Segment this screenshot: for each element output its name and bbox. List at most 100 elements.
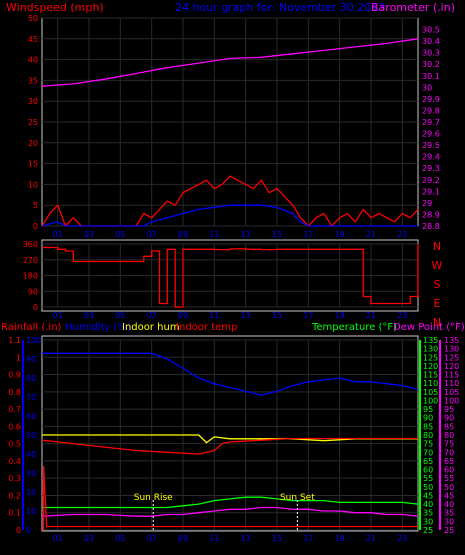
x-tick-label: 05 bbox=[115, 230, 125, 239]
x-tick-label: 19 bbox=[335, 534, 345, 543]
direction-tick-label: 360 bbox=[23, 240, 38, 249]
x-tick-label: 23 bbox=[397, 230, 407, 239]
indoor-hum-line bbox=[42, 434, 418, 444]
barometer-axis-title: Barometer (.in) bbox=[371, 1, 455, 14]
barometer-line bbox=[41, 38, 419, 87]
rain-tick-label: 0.7 bbox=[8, 405, 21, 414]
x-tick-label: 23 bbox=[397, 534, 407, 543]
x-tick-label: 15 bbox=[272, 230, 282, 239]
barometer-tick-label: 29.1 bbox=[422, 187, 440, 196]
dewpoint-tick-label: 75 bbox=[444, 440, 454, 449]
x-tick-label: 19 bbox=[335, 311, 345, 320]
dewpoint-tick-label: 50 bbox=[444, 483, 454, 492]
humidity-tick-label: 70 bbox=[26, 393, 36, 402]
dewpoint-tick-label: 60 bbox=[444, 466, 454, 475]
x-tick-label: 09 bbox=[178, 534, 188, 543]
x-tick-label: 23 bbox=[397, 311, 407, 320]
rain-tick-label: 0.8 bbox=[8, 388, 21, 397]
x-tick-label: 15 bbox=[272, 534, 282, 543]
windspeed-axis-title: Windspeed (mph) bbox=[6, 1, 104, 14]
dewpoint-tick-label: 105 bbox=[444, 388, 459, 397]
rain-tick-label: 0.5 bbox=[8, 440, 21, 449]
windspeed-tick-label: 5 bbox=[33, 201, 38, 210]
temperature-tick-label: 55 bbox=[423, 474, 433, 483]
wind-direction-line bbox=[42, 244, 419, 308]
x-tick-label: 03 bbox=[84, 534, 94, 543]
barometer-tick-label: 30.5 bbox=[422, 26, 440, 35]
x-tick-label: 11 bbox=[209, 311, 219, 320]
barometer-tick-label: 30.2 bbox=[422, 60, 440, 69]
dewpoint-tick-label: 40 bbox=[444, 500, 454, 509]
x-tick-label: 21 bbox=[366, 230, 376, 239]
rain-tick-label: 0.2 bbox=[8, 491, 21, 500]
direction-tick-label: 90 bbox=[28, 287, 38, 296]
temperature-tick-label: 65 bbox=[423, 457, 433, 466]
dewpoint-line bbox=[41, 506, 419, 517]
x-tick-label: 07 bbox=[147, 311, 157, 320]
temperature-tick-label: 45 bbox=[423, 491, 433, 500]
dewpoint-tick-label: 100 bbox=[444, 396, 459, 405]
temperature-tick-label: 105 bbox=[423, 388, 438, 397]
chart-title: 24 hour graph for: November 30 2013 bbox=[175, 1, 385, 14]
direction-tick-label: 180 bbox=[23, 272, 38, 281]
temperature-tick-label: 60 bbox=[423, 466, 433, 475]
rain-tick-label: 1.1 bbox=[8, 336, 21, 345]
barometer-tick-label: 29.2 bbox=[422, 176, 440, 185]
barometer-tick-label: 28.9 bbox=[422, 210, 440, 219]
x-tick-label: 11 bbox=[209, 230, 219, 239]
x-tick-label: 21 bbox=[366, 534, 376, 543]
dewpoint-tick-label: 55 bbox=[444, 474, 454, 483]
temperature-line bbox=[42, 496, 419, 509]
barometer-tick-label: 30.4 bbox=[422, 37, 440, 46]
x-tick-label: 05 bbox=[115, 311, 125, 320]
windspeed-tick-label: 35 bbox=[28, 76, 38, 85]
temperature-tick-label: 35 bbox=[423, 509, 433, 518]
barometer-tick-label: 29.3 bbox=[422, 164, 440, 173]
temperature-tick-label: 100 bbox=[423, 396, 438, 405]
windspeed-tick-label: 30 bbox=[28, 97, 38, 106]
humidity-label: Humidity (%) bbox=[65, 322, 131, 333]
x-tick-label: 17 bbox=[303, 230, 313, 239]
barometer-tick-label: 30 bbox=[422, 83, 432, 92]
temperature-tick-label: 120 bbox=[423, 362, 438, 371]
rain-tick-label: 0.4 bbox=[8, 457, 21, 466]
compass-label: N bbox=[433, 240, 441, 253]
x-tick-label: 09 bbox=[178, 230, 188, 239]
windspeed-tick-label: 25 bbox=[28, 118, 38, 127]
barometer-tick-label: 29.8 bbox=[422, 106, 440, 115]
weather-panel-frame bbox=[41, 335, 419, 532]
x-tick-label: 11 bbox=[209, 534, 219, 543]
x-tick-label: 07 bbox=[147, 230, 157, 239]
x-tick-label: 13 bbox=[241, 534, 251, 543]
x-tick-label: 17 bbox=[303, 534, 313, 543]
x-tick-label: 07 bbox=[147, 534, 157, 543]
indoor-temp-line bbox=[41, 437, 418, 455]
dewpoint-tick-label: 65 bbox=[444, 457, 454, 466]
x-tick-label: 15 bbox=[272, 311, 282, 320]
temperature-tick-label: 25 bbox=[423, 526, 433, 535]
sunset-label: Sun Set bbox=[280, 493, 315, 503]
dewpoint-tick-label: 25 bbox=[444, 526, 454, 535]
barometer-tick-label: 30.3 bbox=[422, 49, 440, 58]
temperature-tick-label: 40 bbox=[423, 500, 433, 509]
windspeed-tick-label: 0 bbox=[33, 222, 38, 231]
rain-tick-label: 0.3 bbox=[8, 474, 21, 483]
gust-line bbox=[41, 204, 418, 227]
temperature-tick-label: 110 bbox=[423, 379, 438, 388]
x-tick-label: 01 bbox=[53, 534, 63, 543]
x-tick-label: 13 bbox=[241, 311, 251, 320]
humidity-line bbox=[42, 352, 419, 396]
rain-tick-label: 0.1 bbox=[8, 509, 21, 518]
compass-label: E bbox=[434, 297, 441, 310]
dewpoint-tick-label: 85 bbox=[444, 422, 454, 431]
dewpoint-label: Dew Point (°F) bbox=[393, 322, 465, 333]
dewpoint-tick-label: 120 bbox=[444, 362, 459, 371]
dewpoint-tick-label: 115 bbox=[444, 371, 459, 380]
temperature-label: Temperature (°F) bbox=[311, 322, 397, 333]
humidity-tick-label: 50 bbox=[26, 431, 36, 440]
rainfall-label: Rainfall (.in) bbox=[1, 322, 62, 333]
barometer-tick-label: 29 bbox=[422, 199, 432, 208]
temperature-tick-label: 130 bbox=[423, 345, 438, 354]
windspeed-tick-label: 50 bbox=[28, 14, 38, 23]
compass-label: N bbox=[433, 316, 441, 329]
